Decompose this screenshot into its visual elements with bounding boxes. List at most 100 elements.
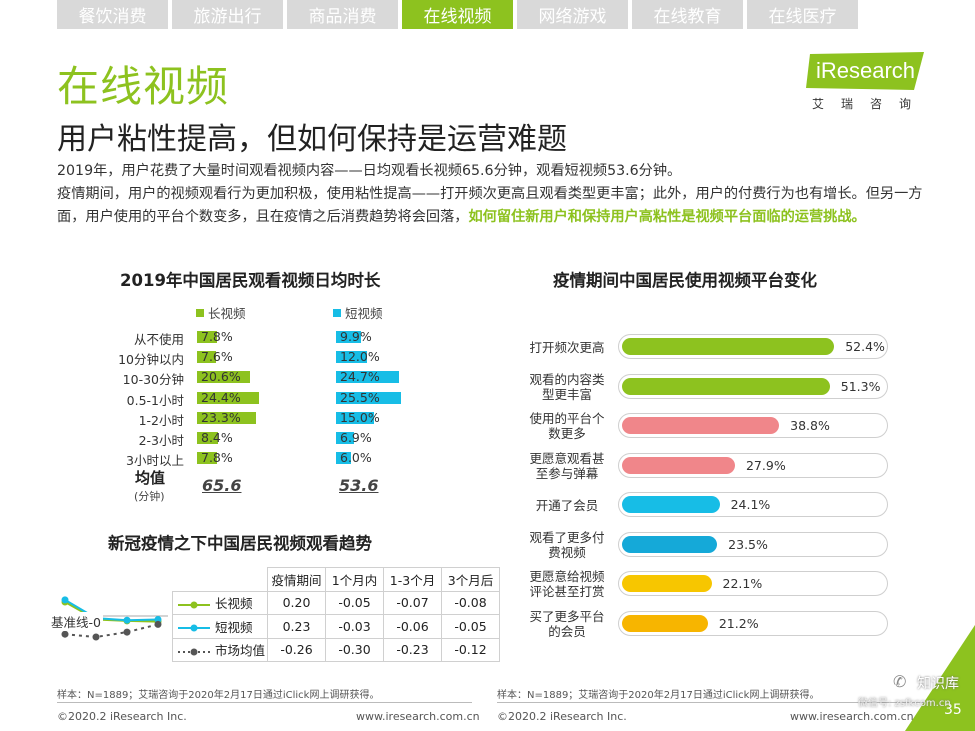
tab-2[interactable]: 商品消费 xyxy=(287,0,398,29)
divider-right xyxy=(497,702,937,703)
bar-value-label: 7.6% xyxy=(201,349,233,365)
tab-6[interactable]: 在线医疗 xyxy=(747,0,858,29)
bar-long-video xyxy=(197,432,219,444)
series-name: 短视频 xyxy=(215,619,253,635)
chart1-category-label: 1-2小时 xyxy=(138,412,184,428)
intro-line-2: 疫情期间，用户的视频观看行为更加积极，使用粘性提高——打开频次更高且观看类型更丰… xyxy=(57,183,927,229)
chart1-category-label: 3小时以上 xyxy=(126,453,184,469)
series-marker-icon xyxy=(178,601,210,609)
table-row: 长视频 0.20 -0.05 -0.07 -0.08 xyxy=(171,590,501,615)
category-label-line: 买了更多平台 xyxy=(529,608,605,624)
chart3-bar-track: 22.1% xyxy=(618,571,888,596)
logo-text: iResearch xyxy=(816,58,916,83)
category-label-line: 评论甚至打赏 xyxy=(529,584,605,599)
category-label-line: 至参与弹幕 xyxy=(535,465,599,481)
footnote-left: 样本：N=1889；艾瑞咨询于2020年2月17日通过iClick网上调研获得。 xyxy=(57,690,380,701)
category-label-line: 的会员 xyxy=(548,623,586,639)
series-name: 市场均值 xyxy=(215,643,266,659)
table-row: 短视频 0.23 -0.03 -0.06 -0.05 xyxy=(171,614,501,639)
chart1-title: 2019年中国居民观看视频日均时长 xyxy=(120,271,381,290)
category-tabs: 餐饮消费 旅游出行 商品消费 在线视频 网络游戏 在线教育 在线医疗 xyxy=(57,0,858,29)
trend-line-0 xyxy=(64,601,159,623)
average-short-value: 53.6 xyxy=(339,476,379,495)
average-label: 均值 xyxy=(135,469,166,487)
category-label-line: 开通了会员 xyxy=(535,497,599,513)
tab-1[interactable]: 旅游出行 xyxy=(172,0,283,29)
series-name: 长视频 xyxy=(215,596,253,612)
series-label-cell: 市场均值 xyxy=(171,637,269,662)
chart3-bar xyxy=(622,377,830,395)
bar-value-label: 20.6% xyxy=(201,369,241,385)
wechat-icon: ✆ xyxy=(893,672,907,691)
chart1-category-label: 从不使用 xyxy=(133,332,184,347)
table-cell: -0.06 xyxy=(383,614,443,639)
chart3-bar xyxy=(622,535,718,553)
chart3-category-label: 使用的平台个 数更多 xyxy=(522,411,612,441)
copyright-right: ©2020.2 iResearch Inc. xyxy=(497,710,627,723)
url-right: www.iresearch.com.cn xyxy=(790,710,914,723)
chart3-bar-track: 52.4% xyxy=(618,334,888,359)
bar-value-label: 25.5% xyxy=(340,389,380,405)
trend-sparkline xyxy=(52,596,168,641)
table-cell: -0.12 xyxy=(441,637,501,662)
chart3-category-label: 观看的内容类 型更丰富 xyxy=(522,372,612,402)
table-corner xyxy=(172,567,269,592)
bar-value-label: 24.7% xyxy=(340,369,380,385)
category-label-line: 费视频 xyxy=(548,544,586,560)
series-marker-icon xyxy=(178,648,210,656)
chart1-category-label: 0.5-1小时 xyxy=(126,392,184,408)
category-label-line: 观看的内容类 xyxy=(529,371,605,387)
url-left: www.iresearch.com.cn xyxy=(356,710,480,723)
chart3-category-label: 打开频次更高 xyxy=(522,340,612,355)
category-label-line: 使用的平台个 xyxy=(529,411,605,426)
bar-value-label: 6.0% xyxy=(340,450,372,466)
tab-4[interactable]: 网络游戏 xyxy=(517,0,628,29)
chart3-bar-track: 27.9% xyxy=(618,452,888,478)
table-cell: 0.23 xyxy=(267,614,327,639)
logo-cn-text: 艾瑞咨询 xyxy=(812,97,929,111)
table-cell: -0.05 xyxy=(325,590,385,615)
chart3-bar xyxy=(622,614,708,632)
chart3-bar-value: 51.3% xyxy=(840,378,881,394)
table-header: 3个月后 xyxy=(441,567,501,592)
chart3-category-label: 开通了会员 xyxy=(522,498,612,513)
bar-value-label: 6.9% xyxy=(340,430,372,445)
category-label-line: 更愿意观看甚 xyxy=(529,450,605,466)
tab-3[interactable]: 在线视频 xyxy=(402,0,513,29)
table-cell: -0.03 xyxy=(325,614,385,639)
table-cell: -0.07 xyxy=(383,590,443,615)
tab-0[interactable]: 餐饮消费 xyxy=(57,0,168,29)
chart3-bar xyxy=(622,575,712,592)
chart3-category-label: 观看了更多付 费视频 xyxy=(522,530,612,560)
bar-short-video xyxy=(336,391,402,404)
tab-5[interactable]: 在线教育 xyxy=(632,0,743,29)
chart3-bar-track: 38.8% xyxy=(618,413,888,438)
bar-long-video xyxy=(197,411,257,424)
watermark-sub: 微信号: zsfkcom.cn xyxy=(858,698,951,709)
bar-long-video xyxy=(197,391,260,404)
bar-short-video xyxy=(336,411,375,424)
bar-long-video xyxy=(197,452,217,465)
series-label-cell: 短视频 xyxy=(171,614,269,639)
corner-decoration xyxy=(905,625,975,731)
bar-short-video xyxy=(336,351,367,364)
chart2-title: 新冠疫情之下中国居民视频观看趋势 xyxy=(108,534,372,553)
baseline-label: 基准线-0 xyxy=(51,612,103,631)
page-title: 在线视频 xyxy=(57,62,230,111)
chart1-category-label: 10-30分钟 xyxy=(122,372,184,388)
chart3-category-label: 买了更多平台 的会员 xyxy=(522,609,612,639)
trend-line-1 xyxy=(64,599,159,622)
legend-swatch-blue xyxy=(333,308,341,317)
intro-text: 疫情期间，用户的视频观看行为更加积极，使用粘性提高——打开频次更高且观看类型更丰… xyxy=(57,186,923,225)
bar-long-video xyxy=(197,351,217,364)
chart3-bar-value: 23.5% xyxy=(728,536,768,552)
chart3-bar-value: 24.1% xyxy=(730,497,771,512)
chart3-bar-value: 22.1% xyxy=(722,576,763,591)
chart3-bar-value: 38.8% xyxy=(790,418,830,433)
bar-value-label: 24.4% xyxy=(201,389,241,405)
divider-left xyxy=(57,702,472,703)
chart3-bar-track: 21.2% xyxy=(618,610,888,636)
bar-value-label: 7.8% xyxy=(201,450,233,466)
chart3-bar xyxy=(622,417,780,434)
bar-short-video xyxy=(336,452,352,465)
